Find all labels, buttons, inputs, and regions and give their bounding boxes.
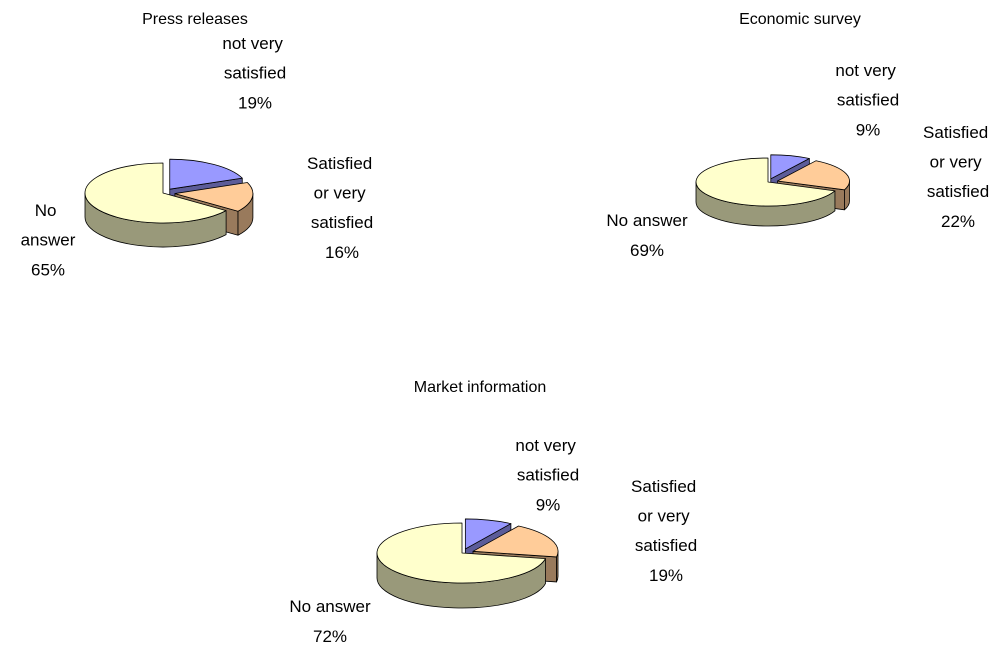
- slice: [376, 522, 546, 584]
- chart-title: Market information: [414, 379, 547, 396]
- value-label: 16%: [325, 243, 359, 262]
- value-label: 19%: [238, 93, 272, 112]
- value-label: 69%: [630, 241, 664, 260]
- slice-label: not very satisfied: [515, 436, 580, 485]
- value-label: 9%: [536, 495, 561, 514]
- value-label: 19%: [649, 566, 683, 585]
- slice: [84, 162, 227, 224]
- value-label: 22%: [941, 212, 975, 231]
- slice-label: Satisfied or very satisfied: [631, 477, 701, 555]
- slice: [472, 525, 559, 558]
- slice-label: No answer: [21, 201, 76, 250]
- slice-label: No answer: [289, 597, 371, 616]
- value-label: 65%: [31, 260, 65, 279]
- slice-label: not very satisfied: [222, 34, 287, 83]
- slice: [174, 182, 254, 212]
- slice: [464, 518, 512, 550]
- value-label: 72%: [313, 627, 347, 646]
- chart-title: Economic survey: [739, 11, 861, 28]
- chart-title: Press releases: [142, 11, 248, 28]
- slice-label: not very satisfied: [835, 61, 900, 110]
- slice: [770, 154, 810, 180]
- slice-label: Satisfied or very satisfied: [307, 154, 377, 232]
- slice: [695, 157, 836, 207]
- slice-label: No answer: [606, 211, 688, 230]
- slice: [777, 160, 850, 191]
- slice-label: Satisfied or very satisfied: [923, 123, 993, 201]
- slice: [169, 158, 243, 190]
- value-label: 9%: [856, 120, 881, 139]
